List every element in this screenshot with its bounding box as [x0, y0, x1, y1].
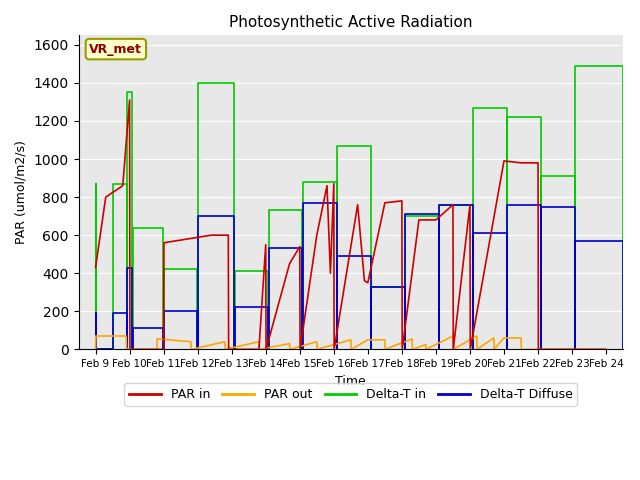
Title: Photosynthetic Active Radiation: Photosynthetic Active Radiation	[229, 15, 472, 30]
X-axis label: Time: Time	[335, 374, 366, 388]
Text: VR_met: VR_met	[90, 43, 142, 56]
Legend: PAR in, PAR out, Delta-T in, Delta-T Diffuse: PAR in, PAR out, Delta-T in, Delta-T Dif…	[124, 383, 577, 406]
Y-axis label: PAR (umol/m2/s): PAR (umol/m2/s)	[15, 140, 28, 244]
